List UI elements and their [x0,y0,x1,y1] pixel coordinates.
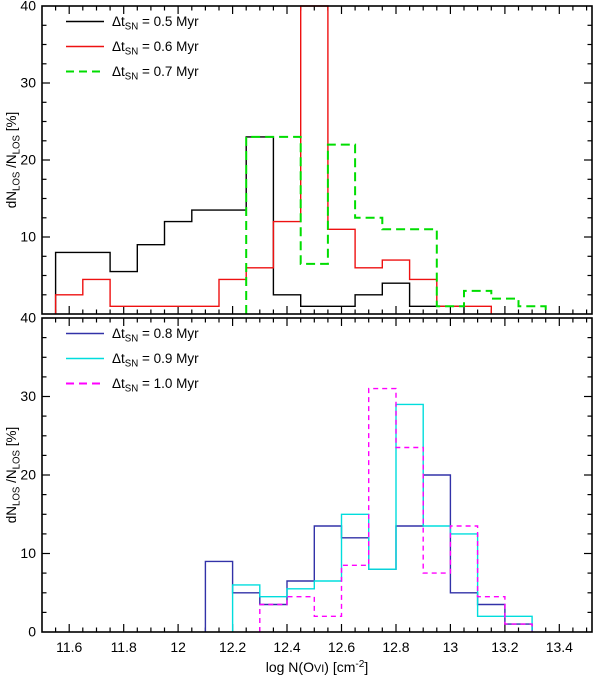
y-tick-label: 10 [20,545,36,561]
y-tick-label: 20 [20,467,36,483]
y-tick-label: 0 [28,624,36,640]
y-tick-label: 10 [20,229,36,245]
x-tick-label: 11.6 [56,639,82,655]
y-tick-label: 20 [20,152,36,168]
x-tick-label: 11.8 [111,639,137,655]
legend-label: ΔtSN = 0.5 Myr [112,14,199,33]
y-tick-label: 30 [20,75,36,91]
y-axis-title: dNLOS /NLOS [%] [4,427,23,524]
legend-label: ΔtSN = 0.9 Myr [112,351,199,370]
x-tick-label: 12.6 [328,639,355,655]
legend-label: ΔtSN = 1.0 Myr [112,376,199,395]
legend-entry: ΔtSN = 0.8 Myr [66,326,199,345]
legend-label: ΔtSN = 0.6 Myr [112,39,199,58]
legend-entry: ΔtSN = 0.7 Myr [66,64,199,83]
y-tick-label: 30 [20,388,36,404]
y-tick-label: 40 [20,0,36,14]
x-tick-label: 12 [170,639,186,655]
panel-top: 10 20 30 40 dNLOS /NLOS [%] ΔtSN = 0.5 Myr ΔtS… [4,0,593,315]
panel-frame [41,5,593,315]
panel-frame [41,317,593,633]
y-tick-label: 40 [20,310,36,326]
x-axis-title: log N(OVI) [cm-2] [266,659,369,675]
series-dtsn-0.5 [54,136,465,314]
legend-entry: ΔtSN = 0.6 Myr [66,39,199,58]
series-dtsn-1.0 [259,387,533,632]
legend-entry: ΔtSN = 1.0 Myr [66,376,199,395]
x-tick-label: 13.2 [491,639,518,655]
series-dtsn-0.6 [54,5,492,314]
x-tick-label: 12.4 [273,639,300,655]
series-dtsn-0.7 [245,135,547,314]
series-dtsn-0.9 [231,403,533,632]
legend-entry: ΔtSN = 0.5 Myr [66,14,199,33]
x-tick-label: 13 [443,639,459,655]
legend-entry: ΔtSN = 0.9 Myr [66,351,199,370]
x-tick-label: 13.4 [546,639,573,655]
x-tick-label: 12.8 [382,639,409,655]
y-axis-title: dNLOS /NLOS [%] [4,112,23,209]
x-tick-label: 12.2 [219,639,246,655]
panel-bottom: 0 10 20 30 40 dNLOS /NLOS [%] ΔtSN = 0.8 Myr Δt… [4,310,593,675]
legend-label: ΔtSN = 0.8 Myr [112,326,199,345]
legend-label: ΔtSN = 0.7 Myr [112,64,199,83]
